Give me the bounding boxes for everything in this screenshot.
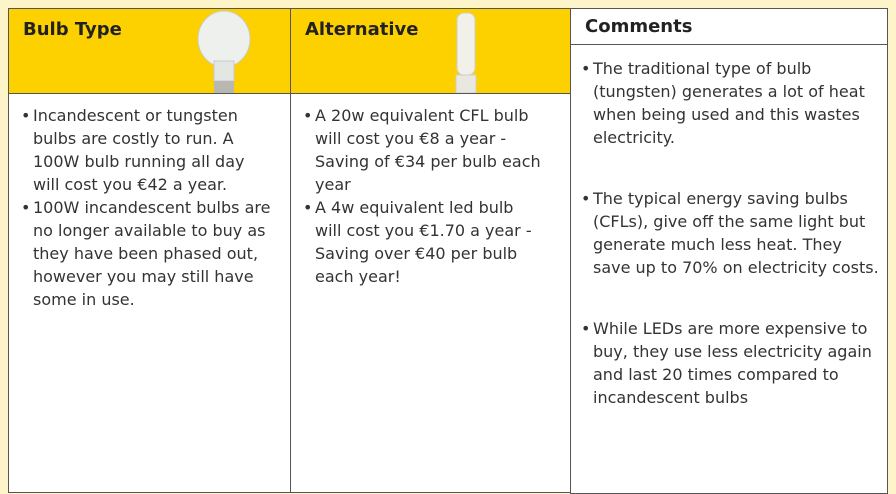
header-cell: Comments: [570, 8, 888, 45]
header-cell: Alternative: [290, 8, 571, 94]
body-cell: The traditional type of bulb (tungsten) …: [570, 44, 888, 494]
bullet: The typical energy saving bulbs (CFLs), …: [581, 187, 881, 279]
header-text: Alternative: [305, 19, 418, 40]
header-cell: Bulb Type: [8, 8, 291, 94]
bullet: Incandescent or tungsten bulbs are costl…: [21, 104, 273, 196]
cfl-icon: [451, 9, 481, 93]
bullet: The traditional type of bulb (tungsten) …: [581, 57, 881, 149]
page: Bulb Type Alternative Comments Incandesc…: [0, 0, 896, 480]
header-text: Comments: [585, 16, 692, 37]
body-cell: A 20w equivalent CFL bulb will cost you …: [290, 93, 571, 493]
header-text: Bulb Type: [23, 19, 122, 40]
bulb-icon: [184, 9, 264, 93]
bullet: While LEDs are more expensive to buy, th…: [581, 317, 881, 409]
bullet: 100W incandescent bulbs are no longer av…: [21, 196, 273, 311]
body-cell: Incandescent or tungsten bulbs are costl…: [8, 93, 291, 493]
bullet: A 4w equivalent led bulb will cost you €…: [303, 196, 543, 288]
bullet: A 20w equivalent CFL bulb will cost you …: [303, 104, 543, 196]
